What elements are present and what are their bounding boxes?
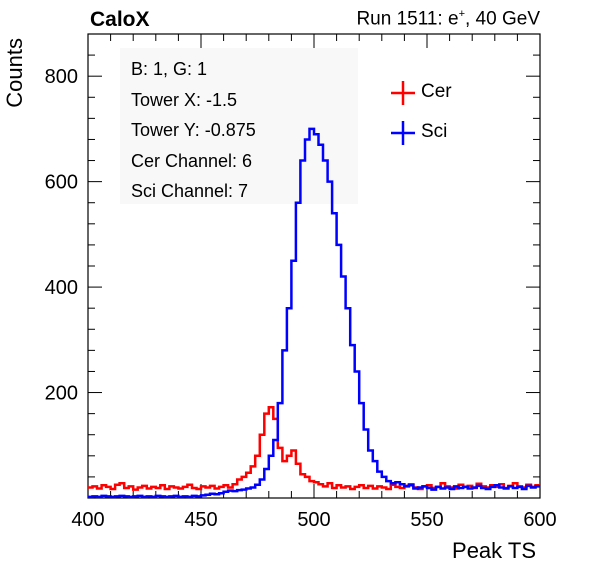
x-tick-label: 550	[410, 509, 443, 531]
x-tick-label: 450	[184, 509, 217, 531]
info-box-bg	[120, 48, 358, 204]
run-label-prefix: Run 1511: e	[356, 8, 459, 30]
y-axis-label: Counts	[2, 38, 27, 108]
info-line: Tower Y: -0.875	[131, 120, 256, 140]
info-line: B: 1, G: 1	[131, 59, 208, 79]
series-group	[88, 127, 540, 499]
series-line-cer	[88, 406, 540, 491]
run-label: Run 1511: e+, 40 GeV	[356, 8, 540, 30]
legend-label-sci: Sci	[421, 121, 448, 142]
legend-marker-sci-icon	[391, 121, 415, 145]
x-tick-label: 600	[523, 509, 556, 531]
y-tick-label: 200	[45, 383, 78, 405]
legend-label-cer: Cer	[421, 81, 452, 102]
header-label: CaloX	[90, 8, 150, 31]
run-label-sup: +	[458, 8, 465, 20]
info-box: B: 1, G: 1 Tower X: -1.5 Tower Y: -0.875…	[131, 54, 256, 207]
run-label-suffix: , 40 GeV	[465, 8, 540, 30]
info-line: Cer Channel: 6	[131, 150, 253, 171]
y-tick-label: 600	[45, 172, 78, 194]
y-tick-label: 800	[45, 66, 78, 88]
legend-marker-cer-icon	[391, 81, 415, 105]
series-line-sci	[88, 127, 540, 499]
x-tick-label: 400	[71, 509, 104, 531]
info-line: Tower X: -1.5	[131, 89, 238, 110]
info-line: Sci Channel: 7	[131, 181, 249, 201]
y-tick-label: 400	[45, 277, 78, 299]
axis-ticks: 400 450 500 550 600 200 400 600 800	[45, 33, 557, 531]
x-axis-label: Peak TS	[452, 538, 536, 563]
x-tick-label: 500	[297, 509, 330, 531]
